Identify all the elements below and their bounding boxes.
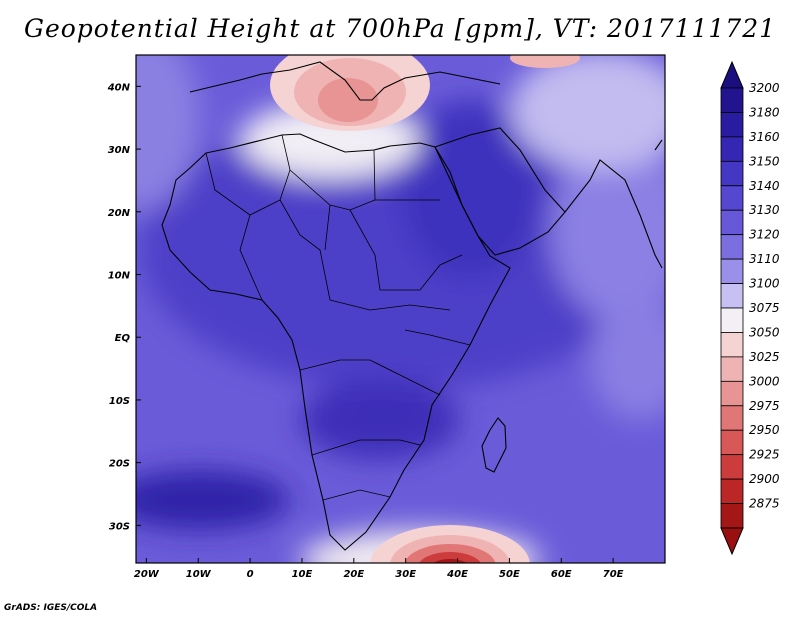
colorbar-swatch — [720, 380, 744, 407]
longitude-axis: 20W 10W 0 10E 20E 30E 40E 50E 60E 70E — [134, 558, 624, 580]
low-north-mediterranean — [270, 55, 430, 131]
colorbar-label: 2875 — [749, 497, 780, 511]
lat-tick-label: 10S — [109, 396, 130, 407]
colorbar-swatch — [720, 87, 744, 113]
lat-tick-label: 20S — [109, 459, 130, 470]
colorbar-label: 3180 — [749, 105, 780, 119]
colorbar-label: 3075 — [749, 301, 780, 315]
lat-tick-label: 30S — [109, 521, 130, 532]
coastline-madagascar — [481, 417, 507, 473]
colorbar-swatch — [720, 136, 744, 162]
colorbar-swatch — [720, 209, 744, 236]
colorbar-label: 2950 — [749, 423, 780, 437]
colorbar-swatch — [720, 356, 744, 382]
colorbar-swatch — [720, 258, 744, 284]
colorbar-swatch — [720, 283, 744, 309]
colorbar-label: 2900 — [749, 472, 780, 486]
colorbar-label: 2925 — [749, 448, 780, 462]
country-borders — [205, 134, 471, 501]
colorbar-label: 3120 — [749, 228, 780, 242]
lon-tick-label: 20E — [343, 569, 364, 580]
lon-tick-label: 40E — [446, 569, 468, 580]
height-field — [136, 55, 665, 563]
colorbar-label: 3140 — [749, 179, 780, 193]
latitude-axis: 40N 30N 20N 10N EQ 10S 20S 30S — [107, 82, 141, 532]
lat-tick-label: 40N — [107, 82, 131, 93]
coastline-asia — [564, 139, 663, 269]
colorbar: 3200 3180 3160 3150 3140 3130 3120 3110 3100 3075… — [720, 60, 780, 556]
lat-tick-label: 30N — [108, 145, 131, 156]
colorbar-swatch — [720, 478, 744, 504]
colorbar-label: 3160 — [749, 130, 780, 144]
colorbar-swatch — [720, 503, 744, 529]
colorbar-label: 3110 — [749, 252, 780, 266]
colorbar-label: 3150 — [749, 154, 780, 168]
colorbar-label: 3025 — [749, 350, 780, 364]
coastline-africa — [161, 133, 511, 551]
lon-tick-label: 10W — [186, 569, 212, 580]
colorbar-label: 3100 — [749, 277, 780, 291]
lon-tick-label: 60E — [551, 569, 572, 580]
colorbar-swatch — [720, 185, 744, 211]
colorbar-swatch — [720, 307, 744, 333]
lon-tick-label: 30E — [395, 569, 416, 580]
lon-tick-label: 20W — [134, 569, 160, 580]
coastline-europe — [189, 61, 501, 101]
coastline-arabia — [434, 127, 566, 256]
colorbar-swatch — [720, 332, 744, 358]
lon-tick-label: 10E — [292, 569, 313, 580]
lon-tick-label: 50E — [499, 569, 520, 580]
colorbar-label: 2975 — [749, 399, 780, 413]
lat-tick-label: 10N — [108, 271, 131, 282]
colorbar-swatch — [720, 160, 744, 187]
colorbar-swatch — [720, 429, 744, 456]
plot-frame — [135, 54, 666, 564]
colorbar-swatch — [720, 405, 744, 431]
colorbar-label: 3200 — [749, 81, 780, 95]
colorbar-bottom-arrow — [720, 527, 744, 556]
colorbar-label: 3050 — [749, 325, 780, 339]
page-title: Geopotential Height at 700hPa [gpm], VT:… — [23, 14, 777, 43]
colorbar-top-arrow — [720, 60, 744, 89]
colorbar-swatch — [720, 454, 744, 480]
colorbar-label: 3000 — [749, 374, 780, 388]
colorbar-label: 3130 — [749, 203, 780, 217]
lon-tick-label: 70E — [603, 569, 624, 580]
lat-tick-label: 20N — [108, 208, 131, 219]
low-south-indian — [370, 525, 530, 563]
colorbar-swatch — [720, 234, 744, 260]
credit-text: GrADS: IGES/COLA — [4, 603, 98, 613]
colorbar-swatch — [720, 112, 744, 138]
lat-tick-label: EQ — [115, 333, 131, 344]
lon-tick-label: 0 — [247, 569, 254, 580]
